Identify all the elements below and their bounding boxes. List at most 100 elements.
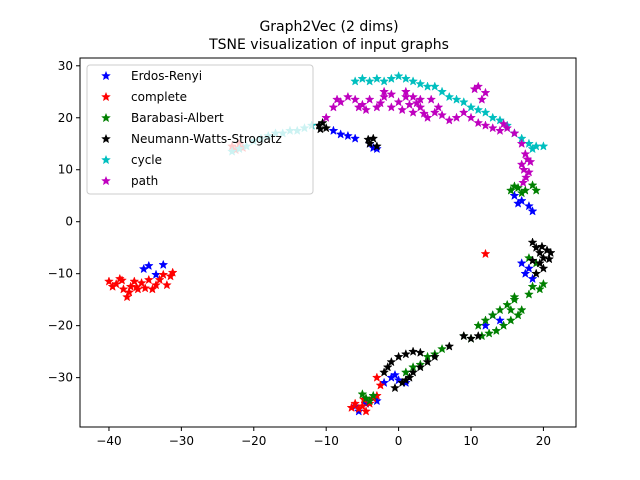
data-point (328, 125, 339, 135)
data-point (393, 70, 404, 81)
data-point (350, 76, 361, 86)
data-point (525, 156, 536, 167)
data-point (544, 253, 555, 264)
data-point (527, 143, 538, 154)
data-point (408, 367, 419, 377)
data-point (364, 94, 375, 104)
data-point (538, 263, 549, 273)
data-point (531, 268, 542, 278)
y-tick-label: −10 (48, 267, 73, 281)
data-point (143, 274, 154, 285)
data-point (516, 159, 527, 169)
data-point (353, 102, 364, 112)
data-point (538, 278, 549, 289)
data-point (167, 267, 178, 277)
data-point (502, 299, 513, 310)
data-point (379, 367, 390, 377)
data-point (397, 104, 408, 115)
data-point (534, 247, 545, 258)
data-point (408, 76, 419, 86)
data-point (415, 362, 426, 372)
data-point (534, 284, 545, 294)
data-point (527, 273, 538, 284)
series-path (321, 81, 536, 187)
data-point (371, 73, 382, 84)
data-point (487, 112, 498, 122)
data-point (523, 167, 534, 177)
data-point (124, 287, 135, 297)
data-point (415, 78, 426, 89)
data-point (361, 104, 371, 115)
data-point (357, 73, 368, 84)
data-point (332, 94, 343, 104)
data-point (480, 87, 491, 98)
data-point (408, 91, 419, 102)
data-point (397, 377, 408, 388)
data-point (415, 102, 426, 112)
data-point (371, 102, 382, 112)
data-point (466, 102, 476, 112)
data-point (458, 96, 469, 107)
data-point (315, 123, 326, 134)
x-tick-label: −10 (314, 434, 339, 448)
data-point (375, 380, 386, 390)
data-point (158, 269, 169, 279)
data-point (429, 107, 440, 117)
data-point (154, 274, 165, 285)
data-point (537, 241, 547, 251)
data-point (117, 275, 127, 285)
data-point (487, 122, 498, 133)
data-point (466, 333, 476, 343)
data-point (408, 346, 419, 356)
data-point (131, 281, 142, 292)
data-point (476, 94, 487, 104)
data-point (357, 389, 368, 399)
data-point (527, 281, 538, 291)
data-point (328, 102, 339, 112)
y-tick-label: −30 (48, 371, 73, 385)
data-point (484, 328, 495, 338)
data-point (364, 395, 375, 406)
data-point (122, 291, 133, 302)
data-point (342, 91, 353, 102)
data-point (458, 107, 469, 117)
data-point (509, 190, 520, 200)
y-tick-label: 30 (58, 59, 73, 73)
x-tick-label: −20 (241, 434, 266, 448)
data-point (437, 86, 447, 96)
data-point (147, 284, 158, 294)
data-point (527, 206, 538, 216)
data-point (516, 187, 527, 198)
data-point (521, 172, 531, 182)
data-point (415, 94, 426, 104)
data-point (473, 330, 484, 341)
data-point (368, 390, 379, 401)
data-point (516, 138, 527, 148)
data-point (429, 351, 440, 362)
data-point (386, 73, 397, 84)
data-point (350, 398, 361, 408)
data-point (523, 289, 534, 299)
data-point (346, 402, 357, 412)
data-point (545, 247, 556, 258)
data-point (371, 141, 382, 151)
data-point (375, 98, 386, 108)
data-point (495, 125, 505, 135)
y-tick-label: −20 (48, 319, 73, 333)
legend-marker (101, 70, 111, 81)
data-point (473, 104, 484, 115)
data-point (437, 109, 447, 120)
chart-title: Graph2Vec (2 dims) (259, 19, 398, 35)
data-point (473, 117, 484, 128)
data-point (520, 268, 531, 278)
data-point (415, 347, 426, 357)
data-point (523, 263, 534, 273)
plot-area-frame (79, 57, 577, 428)
data-point (422, 81, 433, 91)
data-point (531, 185, 542, 195)
data-point (357, 401, 368, 411)
legend-marker (101, 112, 111, 123)
data-point (404, 99, 415, 109)
data-point (107, 281, 118, 291)
data-point (516, 304, 527, 315)
